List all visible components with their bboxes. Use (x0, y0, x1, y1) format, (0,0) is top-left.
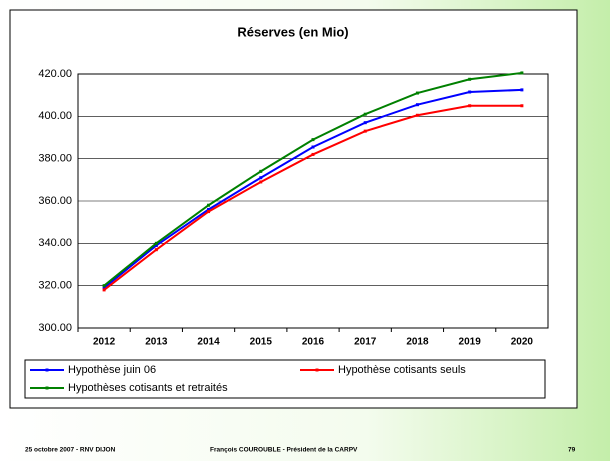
point (154, 243, 158, 247)
point (154, 248, 158, 252)
y-tick-label: 320.00 (38, 280, 72, 292)
point (259, 180, 263, 184)
y-tick-label: 380.00 (38, 153, 72, 165)
y-tick-label: 400.00 (38, 110, 72, 122)
point (311, 145, 315, 149)
x-tick-label: 2019 (459, 337, 482, 348)
y-tick-label: 420.00 (38, 68, 72, 80)
point (415, 113, 419, 117)
x-tick-label: 2014 (197, 337, 220, 348)
point (154, 241, 158, 245)
point (102, 284, 106, 288)
x-tick-label: 2017 (354, 337, 377, 348)
point (415, 103, 419, 107)
x-tick-label: 2012 (93, 337, 116, 348)
x-tick-label: 2016 (302, 337, 325, 348)
point (415, 91, 419, 95)
point (363, 112, 367, 116)
point (207, 203, 211, 207)
point (207, 207, 211, 211)
point (468, 90, 472, 94)
legend-label: Hypothèse cotisants seuls (338, 364, 466, 376)
x-tick-label: 2013 (145, 337, 168, 348)
legend-label: Hypothèse juin 06 (68, 364, 156, 376)
legend-marker (45, 386, 49, 390)
footer-center: François COUROUBLE - Président de la CAR… (210, 447, 358, 454)
x-tick-label: 2018 (406, 337, 429, 348)
point (363, 129, 367, 133)
point (102, 286, 106, 290)
footer-page: 79 (568, 447, 576, 454)
y-tick-label: 360.00 (38, 195, 72, 207)
legend-box (24, 359, 546, 399)
point (311, 152, 315, 156)
chart-title: Réserves (en Mio) (237, 24, 348, 39)
footer-left: 25 octobre 2007 - RNV DIJON (25, 447, 116, 454)
point (468, 77, 472, 81)
point (520, 88, 524, 92)
point (311, 138, 315, 142)
y-tick-label: 300.00 (38, 322, 72, 334)
point (520, 104, 524, 108)
legend-marker (315, 368, 319, 372)
point (468, 104, 472, 108)
point (520, 71, 524, 75)
legend-marker (45, 368, 49, 372)
x-tick-label: 2015 (250, 337, 273, 348)
x-tick-label: 2020 (511, 337, 534, 348)
point (363, 121, 367, 125)
legend-label: Hypothèses cotisants et retraités (68, 382, 228, 394)
point (102, 288, 106, 292)
point (259, 169, 263, 173)
point (259, 176, 263, 180)
y-tick-label: 340.00 (38, 237, 72, 249)
point (207, 210, 211, 214)
